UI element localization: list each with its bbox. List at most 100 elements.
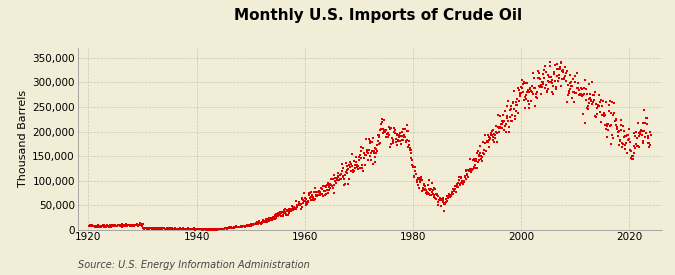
Point xyxy=(472,150,483,155)
Point xyxy=(379,129,390,134)
Point xyxy=(170,227,181,231)
Point xyxy=(632,136,643,141)
Point xyxy=(405,146,416,150)
Point xyxy=(286,208,296,212)
Point xyxy=(145,226,156,230)
Point xyxy=(619,143,630,147)
Point xyxy=(142,226,153,231)
Point xyxy=(413,177,424,182)
Point xyxy=(541,90,552,94)
Point xyxy=(96,224,107,229)
Point xyxy=(576,86,587,91)
Point xyxy=(599,112,610,117)
Point xyxy=(205,227,216,231)
Point xyxy=(489,140,500,144)
Point xyxy=(327,177,338,182)
Point xyxy=(568,76,578,81)
Point xyxy=(548,92,559,97)
Point xyxy=(467,167,478,171)
Point xyxy=(399,134,410,139)
Point xyxy=(373,139,383,143)
Point xyxy=(171,227,182,231)
Point xyxy=(173,227,184,231)
Point xyxy=(483,144,494,149)
Point xyxy=(260,220,271,224)
Point xyxy=(456,180,467,184)
Point xyxy=(470,163,481,167)
Point xyxy=(433,200,444,204)
Point xyxy=(506,104,516,108)
Point xyxy=(411,172,422,176)
Point xyxy=(446,193,456,197)
Point xyxy=(211,227,222,232)
Point xyxy=(507,119,518,123)
Point xyxy=(448,192,459,196)
Point xyxy=(454,175,464,179)
Point xyxy=(527,91,538,96)
Point xyxy=(540,70,551,74)
Point xyxy=(414,186,425,190)
Point xyxy=(267,216,278,220)
Point xyxy=(645,133,656,137)
Point xyxy=(323,183,334,188)
Point xyxy=(531,96,542,101)
Point xyxy=(618,141,628,146)
Point xyxy=(611,118,622,123)
Point xyxy=(136,223,147,228)
Point xyxy=(385,126,396,130)
Point xyxy=(259,220,270,224)
Point xyxy=(270,214,281,219)
Point xyxy=(171,227,182,231)
Point xyxy=(195,226,206,231)
Point xyxy=(439,201,450,205)
Point xyxy=(213,227,223,232)
Point xyxy=(566,84,577,88)
Point xyxy=(207,227,217,232)
Point xyxy=(173,227,184,231)
Point xyxy=(394,138,405,143)
Point xyxy=(487,138,498,142)
Point xyxy=(585,96,596,100)
Point xyxy=(192,227,203,231)
Point xyxy=(183,227,194,232)
Point xyxy=(161,227,171,231)
Point xyxy=(386,142,397,146)
Point xyxy=(484,134,495,139)
Point xyxy=(588,93,599,97)
Point xyxy=(424,178,435,182)
Point xyxy=(607,100,618,105)
Point xyxy=(262,219,273,224)
Point xyxy=(488,128,499,132)
Point xyxy=(509,114,520,118)
Point xyxy=(362,151,373,155)
Point xyxy=(257,219,268,224)
Point xyxy=(584,97,595,102)
Point xyxy=(283,208,294,213)
Point xyxy=(554,65,565,69)
Point xyxy=(219,226,230,230)
Point xyxy=(298,199,309,203)
Point xyxy=(626,156,637,160)
Point xyxy=(635,130,646,134)
Point xyxy=(143,226,154,230)
Point xyxy=(279,210,290,214)
Point xyxy=(644,141,655,145)
Point xyxy=(342,170,352,175)
Point xyxy=(227,226,238,230)
Point xyxy=(340,182,350,186)
Point xyxy=(354,153,365,157)
Point xyxy=(246,222,257,227)
Y-axis label: Thousand Barrels: Thousand Barrels xyxy=(18,90,28,188)
Point xyxy=(486,129,497,134)
Point xyxy=(120,222,131,227)
Point xyxy=(554,73,564,77)
Point xyxy=(340,170,351,175)
Point xyxy=(101,224,111,229)
Point xyxy=(311,193,322,197)
Point xyxy=(176,227,187,231)
Point xyxy=(538,82,549,86)
Point xyxy=(474,154,485,158)
Point xyxy=(87,224,98,229)
Point xyxy=(425,188,435,193)
Point xyxy=(219,227,230,231)
